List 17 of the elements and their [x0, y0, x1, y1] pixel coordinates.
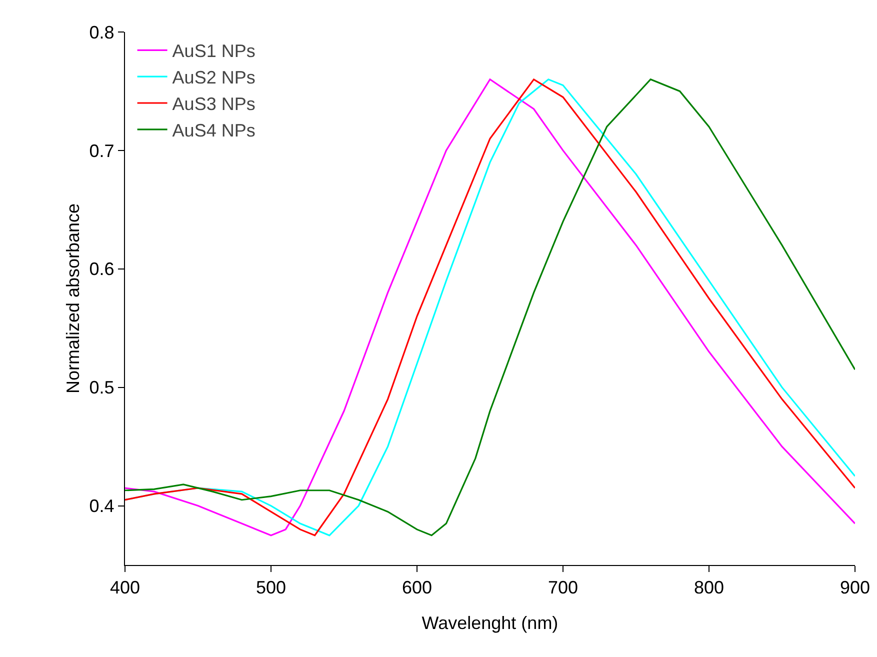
legend-label: AuS2 NPs [172, 68, 256, 88]
x-tick-label: 900 [840, 578, 870, 598]
x-tick-label: 600 [402, 578, 432, 598]
y-tick-label: 0.6 [89, 259, 114, 280]
x-tick-label: 700 [548, 578, 578, 598]
legend-label: AuS4 NPs [172, 120, 256, 140]
y-tick-label: 0.8 [89, 22, 114, 42]
y-axis-title: Normalized absorbance [62, 203, 83, 394]
legend-label: AuS3 NPs [172, 94, 256, 114]
legend-label: AuS1 NPs [172, 41, 256, 62]
y-tick-label: 0.7 [89, 140, 114, 161]
y-tick-label: 0.5 [89, 378, 114, 398]
x-tick-label: 800 [694, 578, 724, 598]
y-tick-label: 0.4 [89, 496, 114, 516]
x-tick-label: 500 [256, 578, 286, 598]
x-axis-title: Wavelenght (nm) [422, 613, 558, 634]
x-tick-label: 400 [110, 578, 140, 598]
